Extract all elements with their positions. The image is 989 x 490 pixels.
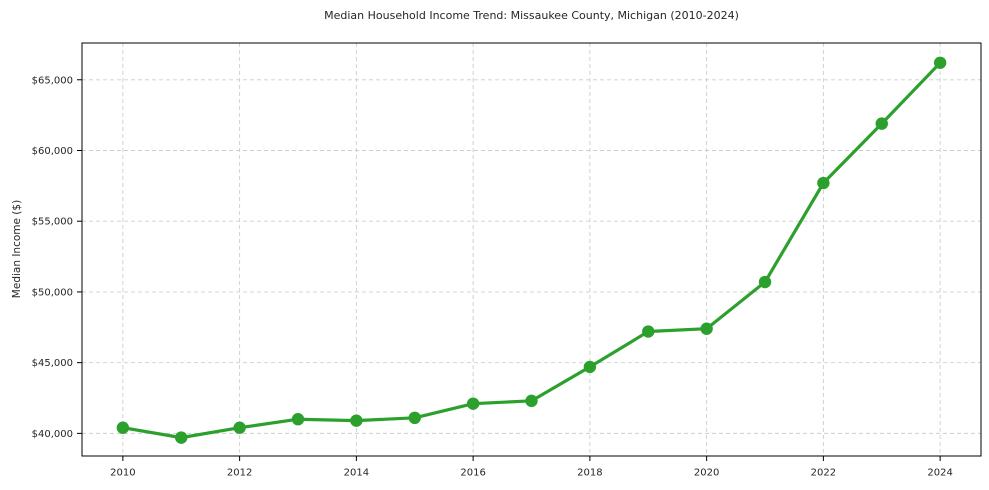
y-tick-label: $55,000	[32, 217, 73, 228]
income-trend-line	[121, 61, 942, 440]
data-point-2014	[350, 414, 363, 427]
y-tick-label: $40,000	[32, 429, 73, 440]
data-point-2020	[700, 322, 713, 335]
data-point-2022	[817, 176, 830, 190]
y-tick-label: $50,000	[32, 287, 73, 298]
data-point-2011	[175, 431, 188, 444]
x-tick-label: 2012	[227, 468, 252, 479]
data-point-2010	[116, 421, 130, 434]
y-tick-label: $65,000	[32, 75, 73, 86]
y-tick-label: $60,000	[32, 146, 73, 157]
data-point-2021	[758, 275, 772, 289]
x-tick-label: 2022	[811, 468, 836, 479]
data-point-2017	[525, 394, 538, 408]
data-point-2019	[642, 325, 655, 338]
chart-title: Median Household Income Trend: Missaukee…	[324, 9, 739, 22]
data-point-2013	[291, 413, 305, 426]
x-tick-label: 2020	[694, 468, 719, 479]
data-point-2015	[408, 411, 421, 425]
x-tick-label: 2010	[110, 468, 135, 479]
data-point-2018	[583, 360, 597, 374]
data-point-2023	[875, 117, 888, 130]
y-tick-label: $45,000	[32, 358, 73, 369]
data-point-2024	[933, 56, 947, 70]
x-tick-label: 2016	[460, 468, 485, 479]
data-point-2016	[466, 397, 480, 410]
x-tick-label: 2018	[577, 468, 602, 479]
data-point-2012	[233, 421, 246, 434]
plot-border	[81, 42, 982, 457]
x-tick-label: 2014	[344, 468, 369, 479]
x-tick-label: 2024	[927, 468, 952, 479]
